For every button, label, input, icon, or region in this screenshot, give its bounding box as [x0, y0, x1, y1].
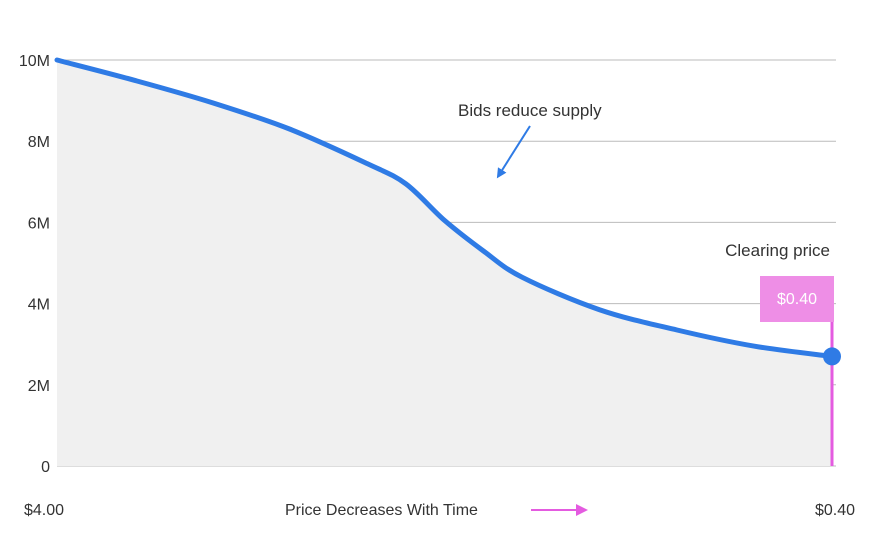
y-axis: 0 2M 4M 6M 8M 10M — [19, 53, 50, 476]
bids-annotation-arrow — [496, 125, 531, 179]
y-tick-label: 2M — [28, 378, 50, 395]
x-start-label: $4.00 — [24, 502, 64, 519]
area-layer — [57, 60, 832, 466]
y-tick-label: 4M — [28, 297, 50, 314]
x-axis-label: Price Decreases With Time — [285, 502, 478, 519]
supply-area — [57, 60, 832, 466]
line-layer — [54, 57, 841, 366]
y-tick-label: 0 — [41, 459, 50, 476]
clearing-price-value: $0.40 — [777, 291, 817, 308]
x-end-label: $0.40 — [815, 502, 855, 519]
y-tick-label: 8M — [28, 134, 50, 151]
bids-annotation: Bids reduce supply — [458, 101, 602, 120]
clearing-price-badge — [760, 276, 834, 322]
y-tick-label: 6M — [28, 215, 50, 232]
supply-line — [54, 57, 835, 359]
clearing-point — [823, 347, 841, 366]
clearing-price-annotation: Clearing price — [725, 241, 830, 260]
y-tick-label: 10M — [19, 53, 50, 70]
